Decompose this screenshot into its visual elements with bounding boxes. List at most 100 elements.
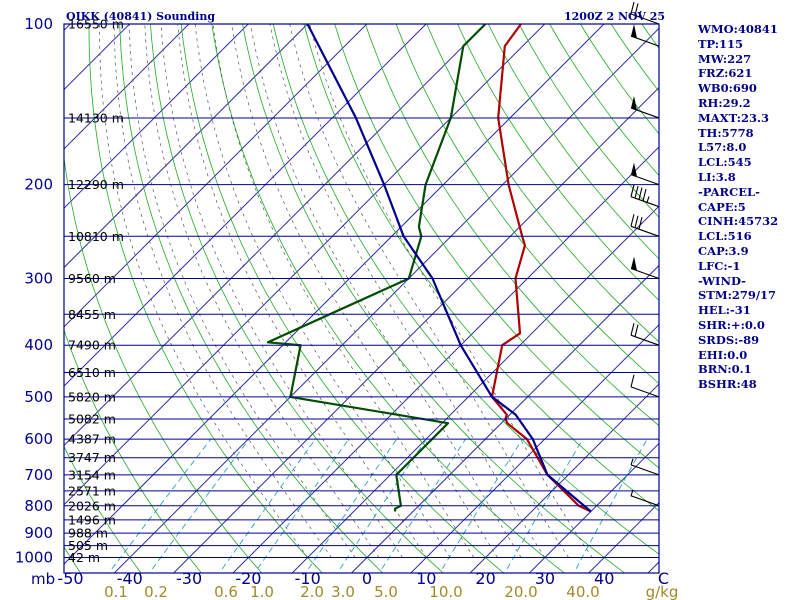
temperature-tick-label: 0 (362, 569, 372, 588)
index-line: EHI:0.0 (698, 347, 748, 362)
index-line: SHR:+:0.0 (698, 317, 765, 332)
index-line: LFC:-1 (698, 258, 741, 273)
moist-adiabat (128, 24, 356, 558)
moist-adiabat (231, 24, 498, 558)
dry-adiabat (395, 24, 659, 385)
isobar-height-label: 5820 m (68, 389, 116, 404)
dry-adiabat (426, 24, 659, 343)
index-line: STM:279/17 (698, 288, 777, 303)
temperature-tick-label: -10 (295, 569, 321, 588)
dry-adiabat (119, 24, 384, 573)
index-line: MAXT:23.3 (698, 110, 769, 125)
wind-barb (630, 256, 660, 280)
isotherm-line (64, 24, 487, 447)
index-line: CAPE:5 (698, 199, 746, 214)
isotherm-line (410, 324, 659, 573)
temperature-tick-label: -30 (176, 569, 202, 588)
dry-adiabat (518, 24, 659, 218)
temperature-tick-label: 40 (594, 569, 614, 588)
temperature-tick-label: C (658, 569, 669, 588)
isobar-height-label: 2026 m (68, 498, 116, 513)
wind-barb (630, 214, 660, 237)
mixing-ratio-line (111, 438, 212, 570)
isobar-height-label: 2571 m (68, 483, 116, 498)
moist-adiabat (99, 24, 308, 558)
index-line: LCL:516 (698, 229, 752, 244)
mixing-ratio-line (381, 438, 466, 570)
mixing-ratio-line (339, 438, 427, 570)
isotherm-line (528, 442, 659, 573)
station-title: OIKK (40841) Sounding (66, 10, 215, 23)
isobar-height-label: 1496 m (68, 512, 116, 527)
pressure-tick-label: 200 (24, 176, 53, 194)
dry-adiabat (88, 24, 323, 573)
pressure-tick-label: 300 (24, 270, 53, 288)
isobar-height-label: 505 m (68, 538, 108, 553)
pressure-tick-label: 100 (24, 15, 53, 33)
temperature-tick-label: 30 (535, 569, 555, 588)
isobar-height-label: 8455 m (68, 307, 116, 322)
moist-adiabat (250, 24, 522, 558)
isotherm-line (232, 146, 659, 573)
mixing-ratio-line (575, 438, 648, 570)
isobar-height-label: 12290 m (68, 177, 124, 192)
isotherm-line (291, 205, 659, 573)
mixing-ratio-unit-label: g/kg (646, 583, 679, 600)
dry-adiabat (364, 24, 659, 427)
mixing-ratio-label: 0.1 (104, 583, 128, 600)
wind-barb (630, 95, 660, 119)
mixing-ratio-label: 5.0 (374, 583, 398, 600)
parcel-trace (306, 24, 592, 513)
temperature-trace (490, 24, 592, 513)
dry-adiabat (64, 154, 263, 573)
dry-adiabat (334, 24, 659, 469)
isobar-height-label: 4387 m (68, 432, 116, 447)
isobar-height-label: 9560 m (68, 271, 116, 286)
isotherm-line (64, 24, 131, 91)
index-line: RH:29.2 (698, 95, 751, 110)
index-line: WB0:690 (698, 81, 757, 96)
dry-adiabat (272, 24, 659, 555)
isobar-height-label: 6510 m (68, 365, 116, 380)
wind-barb (630, 184, 660, 208)
mixing-ratio-line (308, 438, 398, 570)
mixing-ratio-label: 2.0 (300, 583, 324, 600)
isotherm-line (0, 0, 3, 580)
dry-adiabat (487, 24, 659, 260)
index-line: HEL:-31 (698, 303, 751, 318)
index-line: MW:227 (698, 51, 752, 66)
index-line: L57:8.0 (698, 140, 747, 155)
moist-adiabat (194, 24, 451, 558)
wind-barb (630, 374, 660, 398)
moist-adiabat (113, 24, 332, 558)
dry-adiabat (242, 24, 626, 573)
isotherm-line (64, 24, 249, 209)
mixing-ratio-label: 40.0 (566, 583, 599, 600)
dry-adiabat (211, 24, 565, 573)
index-line: WMO:40841 (698, 22, 778, 36)
isotherm-line (64, 24, 309, 269)
mixing-ratio-line (506, 438, 584, 570)
wind-barb (630, 1, 660, 25)
mixing-ratio-line (257, 438, 349, 570)
wind-barb (630, 162, 660, 186)
index-line: FRZ:621 (698, 66, 753, 81)
pressure-tick-label: 700 (24, 466, 53, 484)
pressure-tick-label: 1000 (15, 549, 53, 567)
index-line: LI:3.8 (698, 169, 736, 184)
mixing-ratio-label: 1.0 (250, 583, 274, 600)
index-line: LCL:545 (698, 155, 752, 170)
wind-barb (630, 323, 660, 346)
mixing-ratio-label: 10.0 (429, 583, 462, 600)
pressure-tick-label: 600 (24, 430, 53, 448)
mixing-ratio-label: 20.0 (504, 583, 537, 600)
isobar-height-label: 42 m (68, 550, 100, 565)
plot-frame (63, 23, 660, 574)
pressure-axis-label: mb (31, 570, 55, 588)
index-line: -PARCEL- (698, 184, 760, 199)
index-line: TP:115 (698, 36, 744, 51)
temperature-tick-label: -40 (117, 569, 143, 588)
mixing-ratio-label: 3.0 (331, 583, 355, 600)
temperature-tick-label: 10 (416, 569, 436, 588)
mixing-ratio-label: 0.2 (144, 583, 168, 600)
